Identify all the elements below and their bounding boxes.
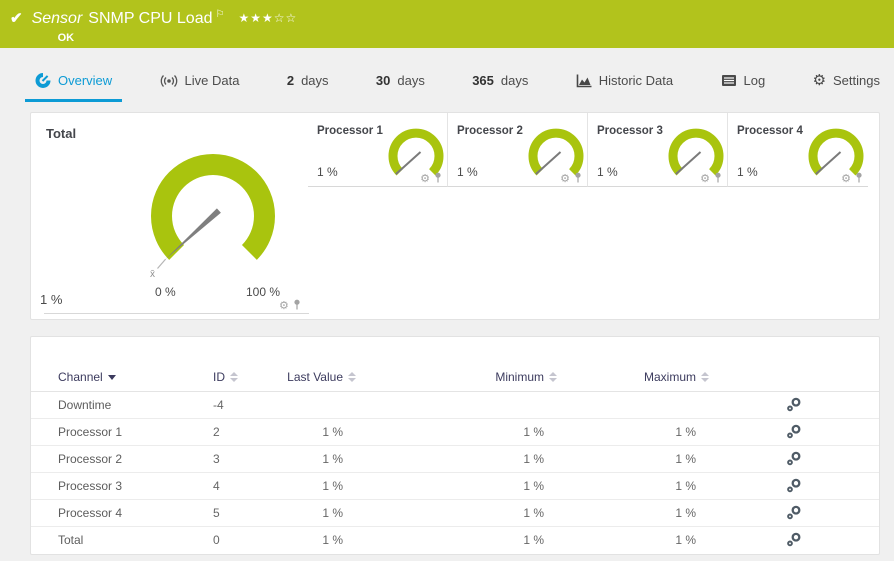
channel-settings-gear-icon[interactable]: ⚙	[279, 299, 289, 312]
mini-gauge-dial	[388, 128, 444, 189]
sort-icon	[230, 372, 238, 382]
channel-name: Downtime	[58, 398, 112, 412]
mean-marker: x̄	[150, 269, 155, 280]
tab-bar: Overview Live Data 2 days 30 days 365 days …	[0, 48, 894, 102]
channel-name: Processor 3	[58, 479, 123, 493]
table-row[interactable]: Processor 4 5 1 % 1 % 1 %	[31, 499, 879, 526]
channel-settings-gears-icon[interactable]	[786, 478, 802, 494]
tab-2-days[interactable]: 2 days	[286, 73, 329, 88]
pin-icon[interactable]	[714, 170, 722, 188]
status-check-icon: ✔	[10, 10, 23, 27]
column-header-id[interactable]: ID	[213, 370, 271, 384]
broadcast-icon	[160, 74, 178, 88]
gear-icon: ⚙	[812, 71, 827, 89]
flag-icon[interactable]: ⚐	[215, 9, 225, 20]
mini-gauge-dial	[808, 128, 864, 189]
channel-settings-gear-icon[interactable]: ⚙	[560, 172, 570, 185]
gauges-panel: Total x̄ 0 % 100 % 1 % ⚙ Processor 1	[30, 112, 880, 320]
total-gauge-dial	[133, 138, 293, 293]
tab-historic-data[interactable]: Historic Data	[566, 73, 683, 102]
channel-name: Total	[58, 533, 84, 547]
gauge-total: Total x̄ 0 % 100 % 1 % ⚙	[31, 113, 309, 321]
sensor-type-label: Sensor	[31, 10, 83, 27]
sensor-title: SNMP CPU Load	[88, 10, 213, 27]
sort-icon	[549, 372, 557, 382]
gauge-icon	[35, 72, 51, 88]
tab-log[interactable]: Log	[711, 73, 776, 102]
gauge-total-label: Total	[46, 126, 77, 141]
table-row[interactable]: Total 0 1 % 1 % 1 %	[31, 526, 879, 553]
pin-icon[interactable]	[293, 297, 301, 315]
column-header-minimum[interactable]: Minimum	[356, 370, 557, 384]
sensor-header: ✔ Sensor SNMP CPU Load ⚐ ★★★☆☆ OK	[0, 0, 894, 48]
table-header-row: Channel ID Last Value Minimum Maximum	[31, 363, 879, 391]
table-row[interactable]: Downtime -4	[31, 391, 879, 418]
pin-icon[interactable]	[574, 170, 582, 188]
gauge-processor-1: Processor 1 1 % ⚙	[308, 113, 448, 187]
channel-name: Processor 1	[58, 425, 123, 439]
channel-settings-gears-icon[interactable]	[786, 505, 802, 521]
sort-desc-icon	[107, 374, 116, 380]
table-row[interactable]: Processor 2 3 1 % 1 % 1 %	[31, 445, 879, 472]
tab-365-days[interactable]: 365 days	[472, 73, 529, 88]
table-row[interactable]: Processor 1 2 1 % 1 % 1 %	[31, 418, 879, 445]
channel-settings-gear-icon[interactable]: ⚙	[841, 172, 851, 185]
priority-stars[interactable]: ★★★☆☆	[238, 11, 298, 25]
sort-icon	[701, 372, 709, 382]
gauge-scale-min: 0 %	[155, 285, 176, 299]
sort-icon	[348, 372, 356, 382]
gauge-processor-4: Processor 4 1 % ⚙	[728, 113, 868, 187]
gauge-processor-3: Processor 3 1 % ⚙	[588, 113, 728, 187]
column-header-channel[interactable]: Channel	[58, 370, 213, 384]
mini-gauge-dial	[668, 128, 724, 189]
gauge-scale-max: 100 %	[246, 285, 281, 299]
log-list-icon	[721, 74, 737, 87]
tab-settings[interactable]: ⚙ Settings	[812, 71, 880, 89]
channel-name: Processor 2	[58, 452, 123, 466]
tab-30-days[interactable]: 30 days	[375, 73, 425, 88]
mini-gauge-dial	[528, 128, 584, 189]
column-header-last-value[interactable]: Last Value	[271, 370, 356, 384]
status-badge: OK	[57, 32, 75, 44]
channel-name: Processor 4	[58, 506, 123, 520]
channel-settings-gear-icon[interactable]: ⚙	[420, 172, 430, 185]
divider	[44, 313, 309, 314]
channel-settings-gears-icon[interactable]	[786, 397, 802, 413]
channel-settings-gears-icon[interactable]	[786, 424, 802, 440]
gauge-total-value: 1 %	[40, 292, 63, 307]
channel-settings-gear-icon[interactable]: ⚙	[700, 172, 710, 185]
area-chart-icon	[576, 74, 592, 88]
table-row[interactable]: Processor 3 4 1 % 1 % 1 %	[31, 472, 879, 499]
column-header-maximum[interactable]: Maximum	[557, 370, 709, 384]
channel-settings-gears-icon[interactable]	[786, 451, 802, 467]
tab-live-data[interactable]: Live Data	[150, 73, 250, 102]
pin-icon[interactable]	[855, 170, 863, 188]
channel-settings-gears-icon[interactable]	[786, 532, 802, 548]
tab-overview[interactable]: Overview	[25, 72, 123, 102]
mini-gauges-row: Processor 1 1 % ⚙ Processor 2 1 % ⚙ Pr	[308, 113, 868, 187]
channels-table: Channel ID Last Value Minimum Maximum Do…	[30, 336, 880, 555]
gauge-processor-2: Processor 2 1 % ⚙	[448, 113, 588, 187]
pin-icon[interactable]	[434, 170, 442, 188]
